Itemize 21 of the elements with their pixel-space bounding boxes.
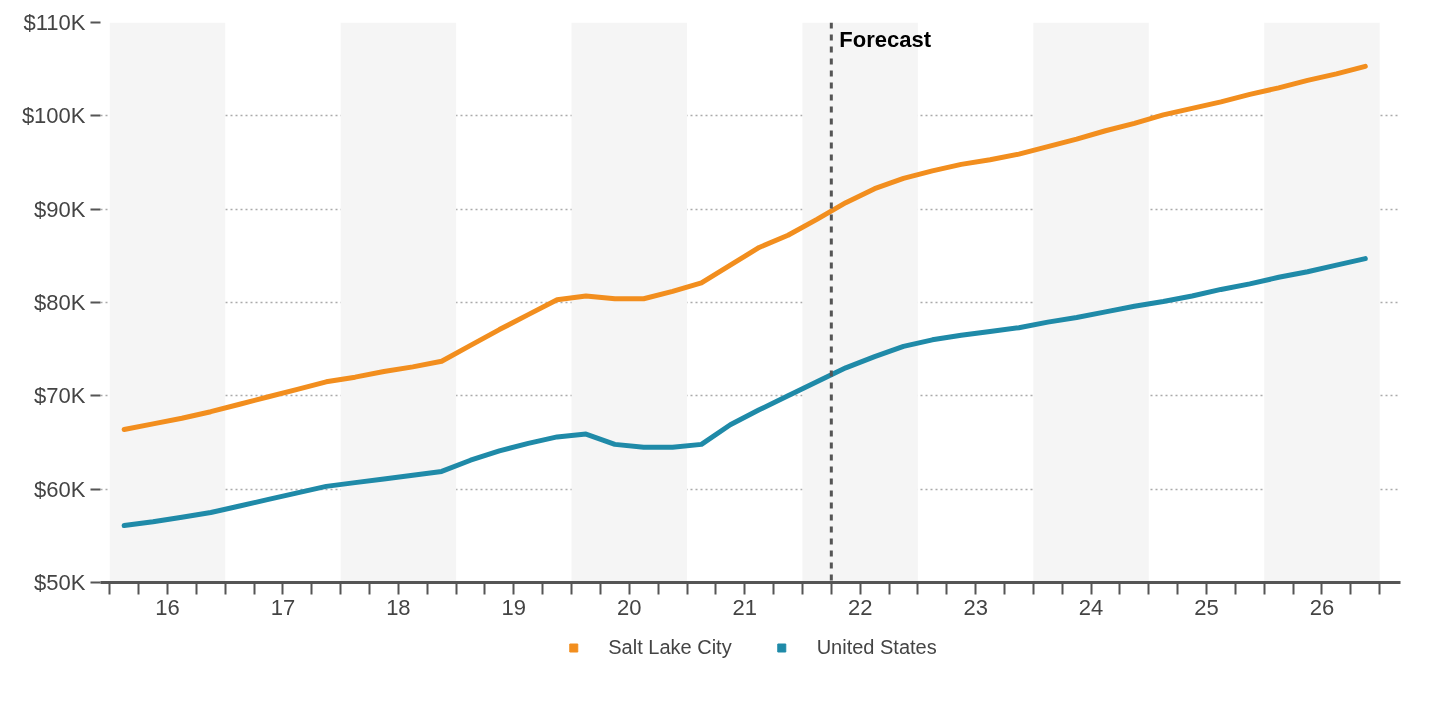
y-tick-label: $60K — [34, 476, 86, 502]
y-tick-label: $50K — [34, 570, 86, 595]
ref-line-label: Forecast — [839, 26, 932, 52]
x-tick-label: 23 — [963, 594, 988, 620]
x-tick-label: 19 — [501, 594, 527, 620]
legend-label: United States — [816, 635, 937, 659]
legend-label: Salt Lake City — [608, 635, 732, 659]
x-tick-label: 21 — [732, 594, 757, 620]
y-tick-label: $90K — [34, 196, 86, 222]
y-tick-label: $80K — [34, 290, 86, 315]
x-tick-label: 25 — [1194, 594, 1219, 620]
y-tick-label: $110K — [23, 10, 86, 35]
x-tick-label: 24 — [1078, 594, 1104, 620]
x-tick-label: 22 — [847, 594, 873, 620]
x-tick-label: 17 — [270, 594, 296, 620]
y-tick-label: $70K — [34, 383, 86, 409]
y-tick-label: $100K — [21, 103, 86, 129]
x-tick-label: 20 — [617, 594, 642, 620]
x-tick-label: 18 — [386, 594, 411, 620]
x-tick-label: 26 — [1309, 594, 1335, 620]
x-tick-label: 16 — [155, 594, 180, 620]
